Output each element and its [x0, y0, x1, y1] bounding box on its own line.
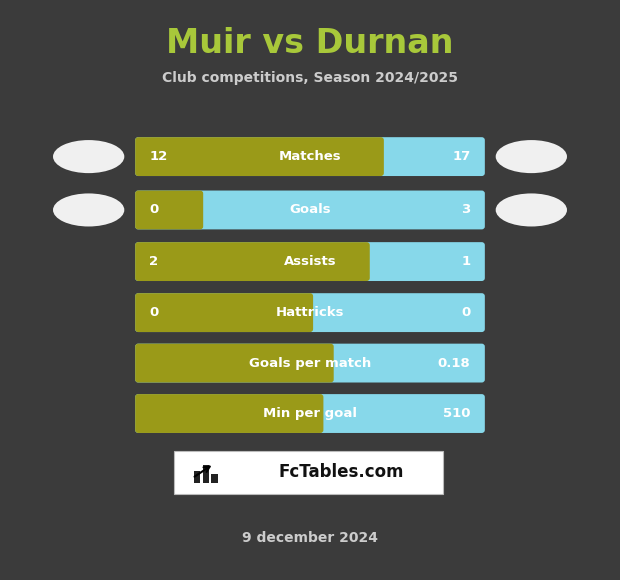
FancyBboxPatch shape: [135, 190, 485, 229]
FancyBboxPatch shape: [135, 394, 485, 433]
Text: Club competitions, Season 2024/2025: Club competitions, Season 2024/2025: [162, 71, 458, 85]
Ellipse shape: [53, 193, 124, 227]
Text: 0: 0: [149, 204, 159, 216]
Ellipse shape: [496, 140, 567, 173]
FancyBboxPatch shape: [135, 190, 203, 229]
FancyBboxPatch shape: [135, 293, 313, 332]
FancyBboxPatch shape: [135, 242, 485, 281]
Text: 0.18: 0.18: [438, 357, 471, 369]
FancyBboxPatch shape: [203, 465, 209, 483]
Text: Matches: Matches: [278, 150, 342, 163]
FancyBboxPatch shape: [135, 242, 370, 281]
Ellipse shape: [496, 193, 567, 227]
FancyBboxPatch shape: [135, 293, 485, 332]
Text: 3: 3: [461, 204, 471, 216]
Text: 12: 12: [149, 150, 167, 163]
Text: Goals per match: Goals per match: [249, 357, 371, 369]
FancyBboxPatch shape: [135, 394, 324, 433]
FancyBboxPatch shape: [135, 343, 334, 383]
Text: 510: 510: [443, 407, 471, 420]
FancyBboxPatch shape: [174, 451, 443, 494]
FancyBboxPatch shape: [211, 474, 218, 483]
Text: 1: 1: [461, 255, 471, 268]
Text: 9 december 2024: 9 december 2024: [242, 531, 378, 545]
Text: Goals: Goals: [289, 204, 331, 216]
Text: 0: 0: [149, 306, 159, 319]
Text: FcTables.com: FcTables.com: [278, 463, 404, 481]
FancyBboxPatch shape: [135, 137, 384, 176]
Ellipse shape: [53, 140, 124, 173]
Text: Muir vs Durnan: Muir vs Durnan: [166, 27, 454, 60]
FancyBboxPatch shape: [135, 343, 485, 383]
Text: 0: 0: [461, 306, 471, 319]
Text: Hattricks: Hattricks: [276, 306, 344, 319]
Text: 2: 2: [149, 255, 159, 268]
Text: Min per goal: Min per goal: [263, 407, 357, 420]
Text: 17: 17: [453, 150, 471, 163]
Text: Assists: Assists: [284, 255, 336, 268]
FancyBboxPatch shape: [194, 471, 200, 483]
FancyBboxPatch shape: [135, 137, 485, 176]
